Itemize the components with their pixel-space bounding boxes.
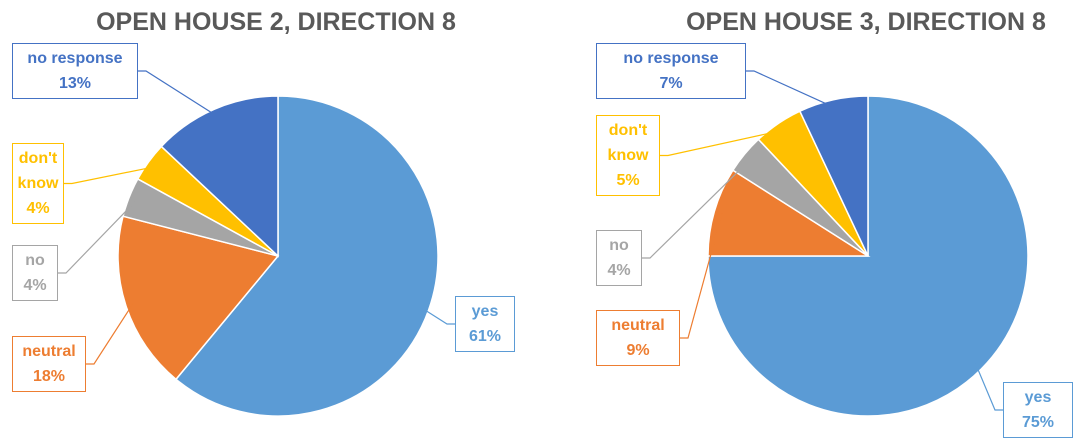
leader-line — [680, 213, 723, 339]
label-value: 4% — [607, 262, 631, 279]
data-label: neutral 9% — [596, 310, 680, 366]
pie-slice — [707, 169, 871, 257]
leader-line — [974, 363, 1003, 411]
data-label: no response 7% — [596, 43, 746, 99]
chart-title: OPEN HOUSE 3, DIRECTION 8 — [686, 8, 1046, 36]
label-category: don't know — [17, 150, 59, 192]
label-category: no — [609, 237, 629, 254]
pie-slice — [798, 95, 869, 257]
leader-line — [138, 70, 218, 118]
label-value: 75% — [1021, 414, 1055, 431]
label-category: no response — [27, 50, 123, 67]
data-label: no 4% — [596, 230, 642, 286]
data-label: neutral 18% — [12, 336, 86, 392]
label-category: yes — [471, 303, 499, 320]
label-category: don't know — [607, 122, 649, 164]
pie-slice — [174, 95, 439, 417]
label-value: 9% — [626, 342, 650, 359]
label-value: 4% — [23, 277, 47, 294]
data-label: no 4% — [12, 245, 58, 301]
data-label: yes 75% — [1003, 382, 1073, 438]
leader-line — [660, 129, 783, 157]
leader-line — [86, 302, 134, 365]
label-value: 5% — [616, 172, 640, 189]
label-category: no response — [623, 50, 719, 67]
data-label: don't know 5% — [596, 115, 660, 196]
label-category: neutral — [22, 343, 76, 360]
label-category: neutral — [611, 317, 665, 334]
data-label: yes 61% — [455, 296, 515, 352]
chart-title: OPEN HOUSE 2, DIRECTION 8 — [96, 8, 456, 36]
leader-line — [746, 70, 836, 109]
label-value: 18% — [32, 368, 66, 385]
leader-line — [64, 166, 156, 185]
pie-slice — [117, 215, 280, 381]
label-value: 61% — [468, 328, 502, 345]
label-category: no — [25, 252, 45, 269]
label-value: 4% — [26, 200, 50, 217]
label-value: 13% — [58, 75, 92, 92]
label-value: 7% — [659, 75, 683, 92]
data-label: no response 13% — [12, 43, 138, 99]
pie-slice — [160, 95, 279, 258]
leader-line — [642, 158, 752, 259]
leader-line — [420, 306, 455, 325]
leader-line — [58, 199, 138, 274]
data-label: don't know 4% — [12, 143, 64, 224]
label-category: yes — [1024, 389, 1052, 406]
